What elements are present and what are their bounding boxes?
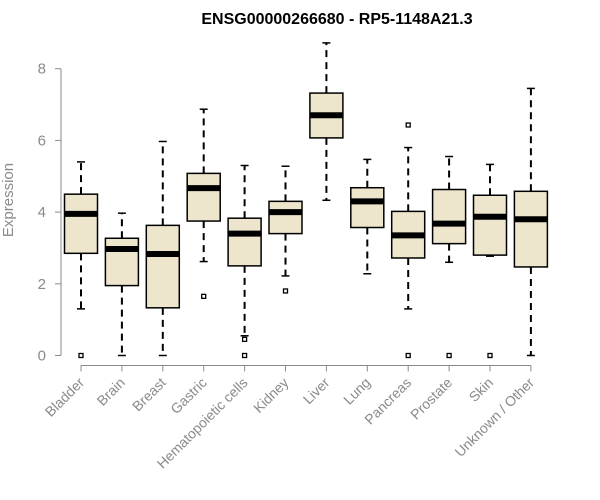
iqr-box [227, 217, 262, 267]
x-tick-label: Liver [300, 374, 333, 407]
box-group-unknown-other [513, 87, 549, 357]
y-axis-label: Expression [0, 163, 17, 237]
y-axis: 0 2 4 6 8 [38, 61, 62, 365]
x-tick-label: Kidney [250, 374, 292, 416]
box-group-hematopoietic-cells [227, 164, 262, 359]
outlier-point [446, 352, 452, 359]
outlier-point [241, 336, 248, 343]
y-tick-label: 8 [38, 61, 46, 78]
box-group-liver [309, 42, 344, 202]
x-tick-label: Prostate [407, 374, 455, 422]
iqr-box [513, 190, 549, 268]
x-tick-label: Breast [129, 374, 169, 414]
chart-title: ENSG00000266680 - RP5-1148A21.3 [201, 11, 472, 28]
iqr-box [268, 200, 303, 235]
iqr-box [350, 186, 385, 229]
outlier-point [405, 122, 411, 128]
box-group-pancreas [390, 122, 426, 359]
y-tick-label: 4 [38, 204, 46, 221]
x-tick-label: Bladder [42, 374, 88, 420]
outlier-point [282, 288, 289, 294]
x-tick-label: Skin [466, 374, 497, 405]
y-tick-label: 0 [38, 348, 46, 365]
outlier-point [78, 352, 84, 359]
iqr-box [63, 193, 99, 255]
y-tick-label: 2 [38, 276, 46, 293]
box-group-prostate [431, 155, 467, 359]
outlier-point [405, 352, 411, 359]
iqr-box [186, 172, 221, 222]
y-tick-label: 6 [38, 132, 46, 149]
box-group-breast [145, 140, 181, 357]
x-tick-label: Lung [340, 374, 373, 407]
box-group-lung [350, 158, 385, 275]
box-group-skin [472, 163, 508, 359]
box-group-brain [104, 212, 140, 357]
plot-area [63, 42, 549, 359]
outlier-point [241, 352, 248, 359]
iqr-box [472, 194, 508, 256]
outlier-point [487, 352, 493, 359]
iqr-box [145, 224, 181, 309]
box-group-bladder [63, 161, 99, 359]
outlier-point [201, 293, 207, 299]
box-group-kidney [268, 165, 303, 294]
x-tick-label: Brain [94, 374, 128, 408]
iqr-box [431, 188, 467, 245]
iqr-box [104, 237, 140, 287]
box-group-gastric [186, 108, 221, 299]
